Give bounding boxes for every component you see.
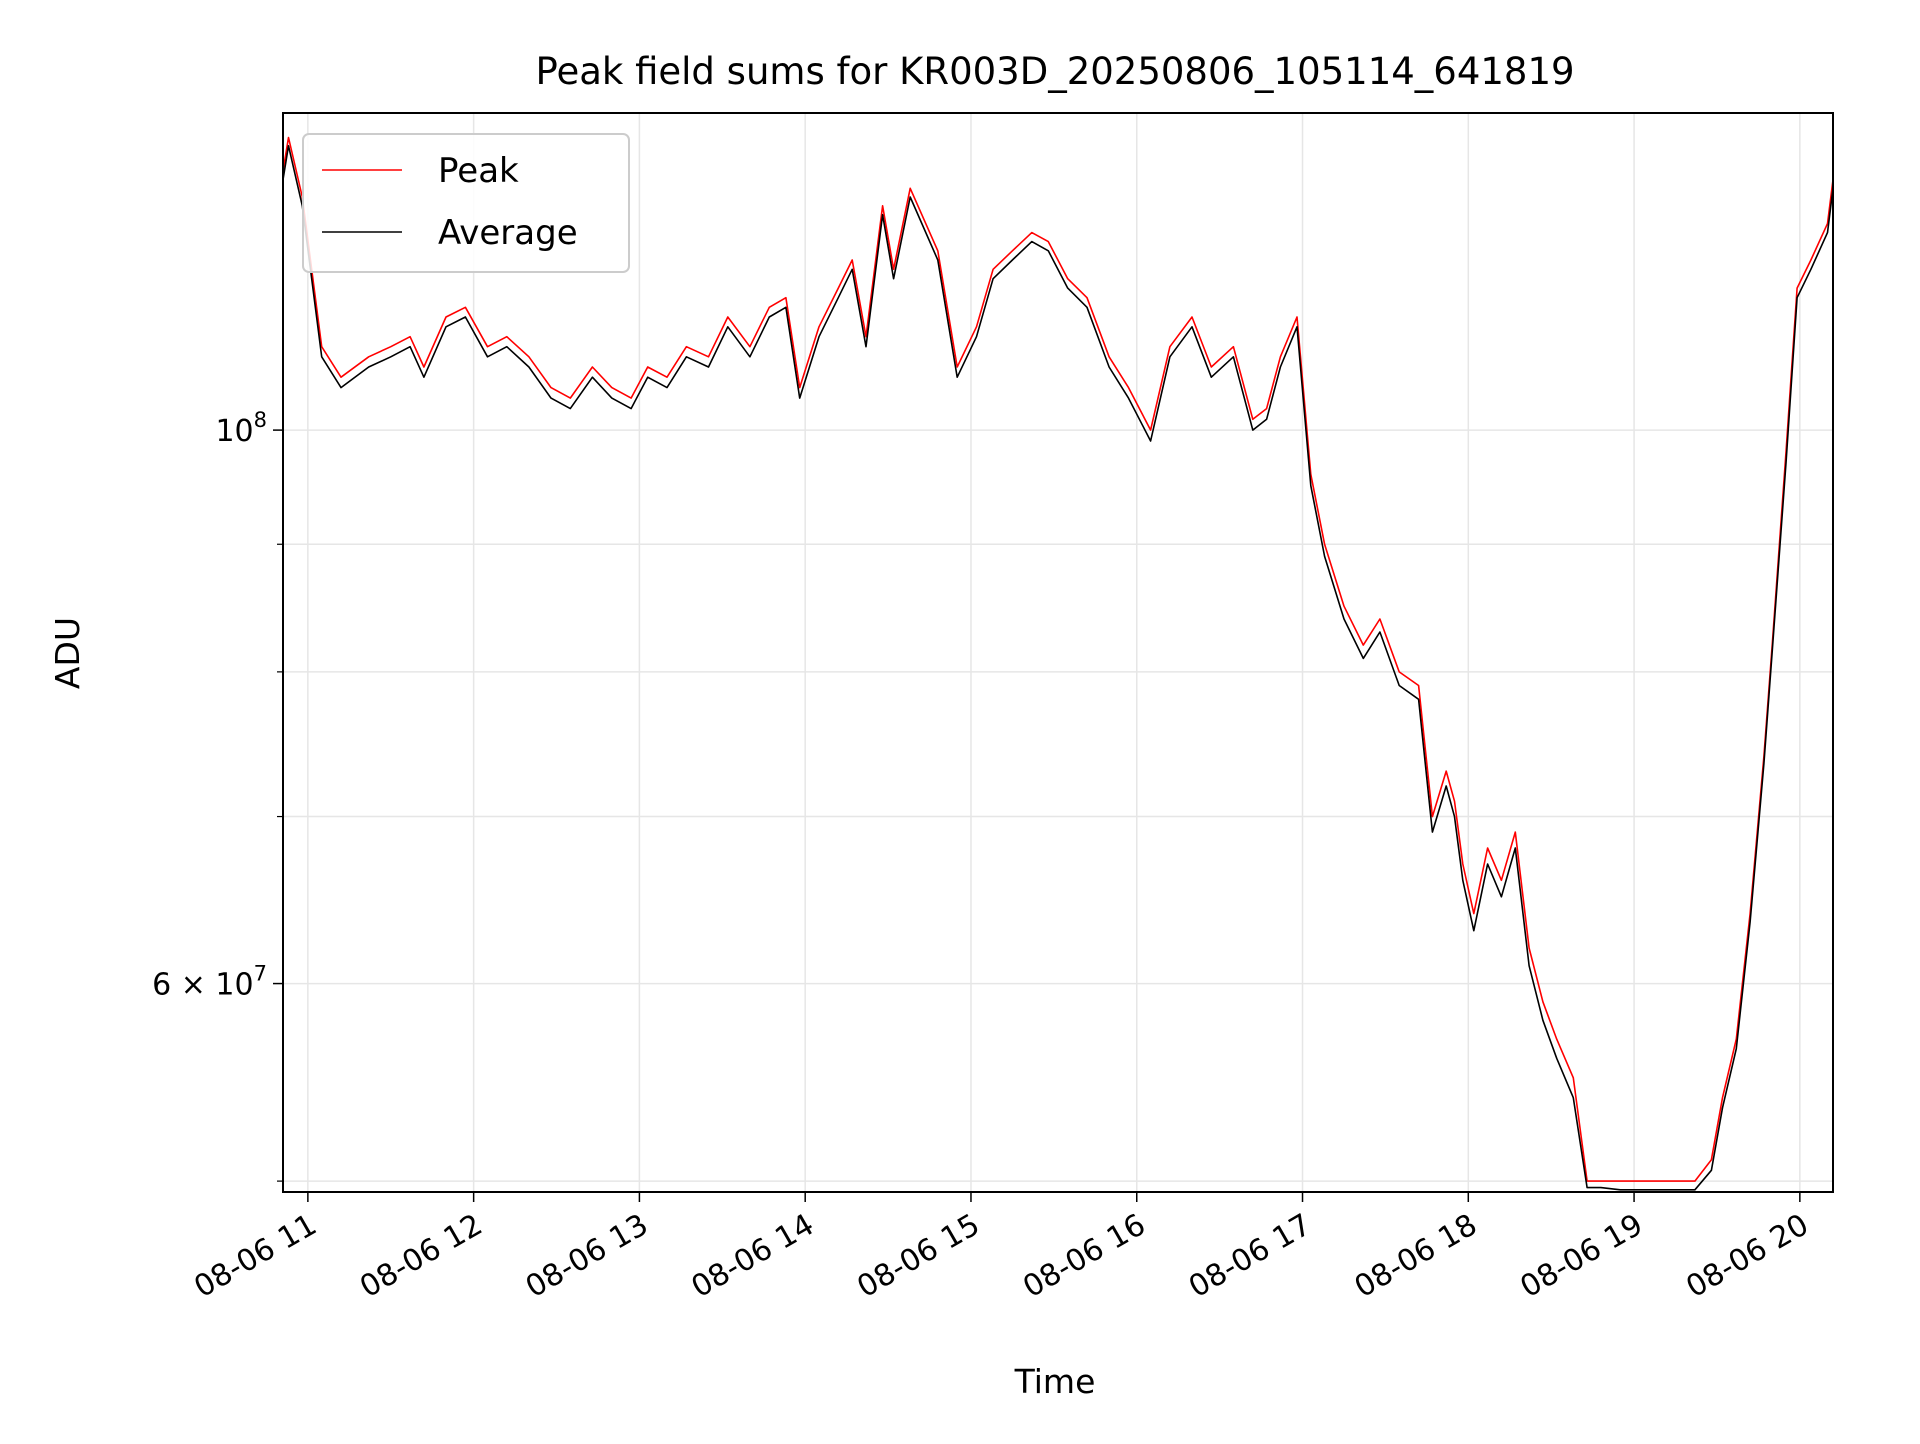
y-tick-exponent: 7 xyxy=(254,962,267,986)
legend-box xyxy=(302,133,630,273)
y-tick-exponent: 8 xyxy=(254,408,267,432)
y-tick-label: 108 xyxy=(215,408,267,449)
y-tick-mantissa: 6 × 10 xyxy=(152,968,253,1003)
legend-label-average: Average xyxy=(438,213,578,253)
legend: Peak Average xyxy=(302,133,630,273)
y-axis-label: ADU xyxy=(48,617,87,689)
series-line-average xyxy=(282,145,1834,1191)
y-tick-mantissa: 10 xyxy=(215,414,253,449)
chart-title: Peak field sums for KR003D_20250806_1051… xyxy=(535,50,1574,93)
series-line-peak xyxy=(282,136,1834,1182)
y-tick-label: 6 × 107 xyxy=(152,962,267,1003)
grid-layer xyxy=(283,113,1833,1192)
x-axis-label: Time xyxy=(1014,1362,1096,1401)
plot-frame xyxy=(282,112,1834,1193)
series-layer xyxy=(282,136,1834,1191)
legend-label-peak: Peak xyxy=(438,151,519,191)
